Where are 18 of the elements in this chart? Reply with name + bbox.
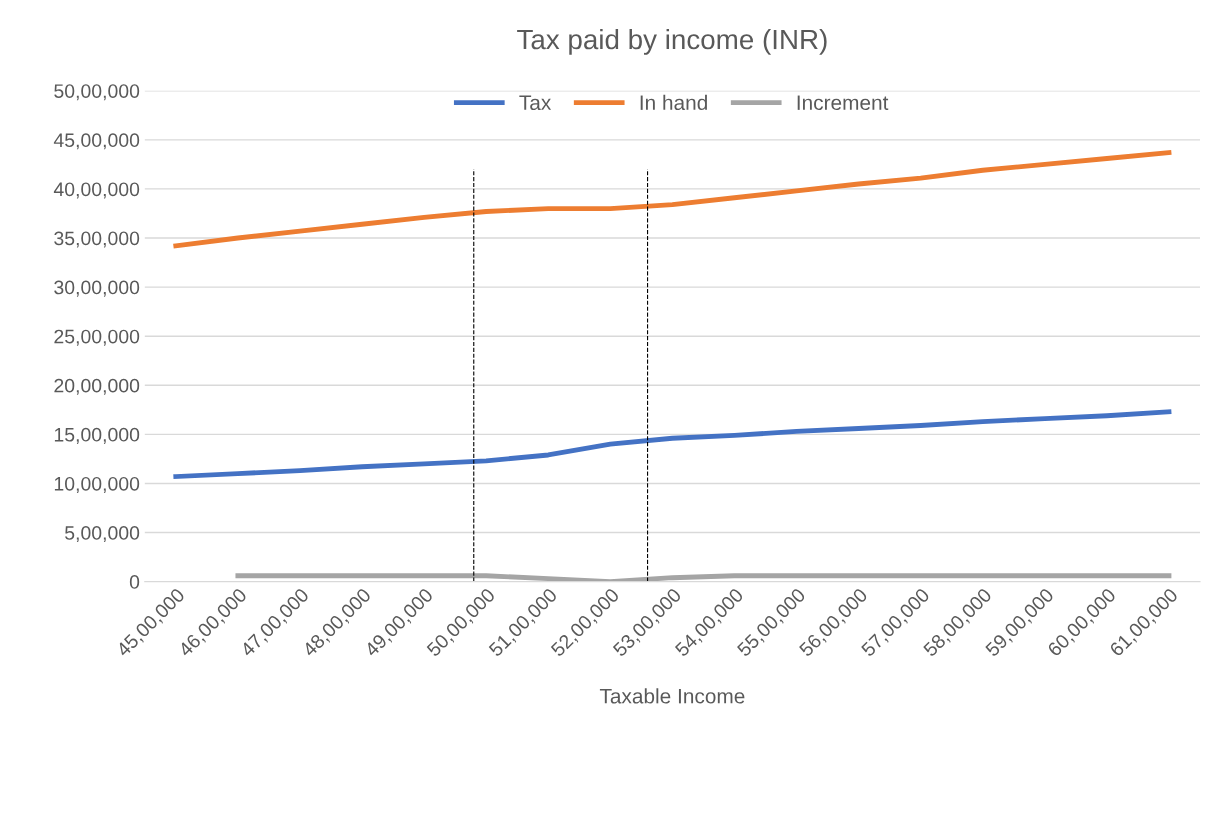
- y-tick-label: 0: [129, 575, 140, 589]
- y-tick-label: 30,00,000: [54, 280, 140, 297]
- legend-label: Increment: [797, 95, 889, 111]
- y-tick-label: 5,00,000: [65, 526, 140, 543]
- y-tick-label: 40,00,000: [53, 182, 140, 199]
- y-tick-label: 50,00,000: [54, 84, 140, 101]
- legend-label: In hand: [640, 94, 707, 111]
- y-tick-label: 35,00,000: [54, 231, 140, 248]
- y-tick-label: 10,00,000: [54, 476, 140, 493]
- line-series: [173, 409, 1172, 480]
- y-tick-label: 20,00,000: [54, 378, 140, 395]
- y-tick-label: 45,00,000: [53, 133, 140, 150]
- chart-title: Tax paid by income (INR): [517, 28, 827, 55]
- x-axis-title: Taxable Income: [599, 688, 745, 704]
- y-tick-label: 15,00,000: [54, 427, 140, 444]
- line-series: [173, 150, 1172, 249]
- legend-label: Tax: [519, 95, 552, 111]
- y-tick-label: 25,00,000: [54, 329, 140, 346]
